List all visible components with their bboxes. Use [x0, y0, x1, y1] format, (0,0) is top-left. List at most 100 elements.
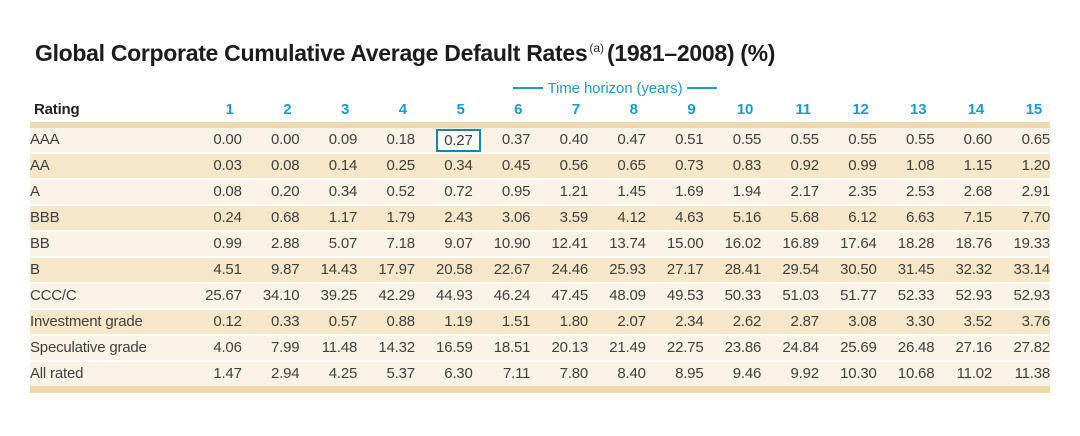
column-header-11: 11	[795, 101, 811, 118]
cell-investment-grade-y12: 3.08	[818, 308, 877, 334]
table-row-speculative-grade: Speculative grade 4.06 7.99 11.48 14.32 16.59…	[30, 334, 1050, 360]
column-header-4: 4	[398, 101, 407, 118]
cell-aaa-y11: 0.55	[761, 122, 819, 152]
cell-aaa-y10: 0.55	[703, 122, 761, 152]
cell-a-y9: 1.69	[645, 178, 704, 204]
cell-investment-grade-y14: 3.52	[934, 308, 992, 334]
cell-a-y1: 0.08	[184, 178, 242, 204]
cell-b-y6: 22.67	[472, 256, 531, 282]
cell-ccc-c-y3: 39.25	[299, 282, 357, 308]
cell-b-y10: 28.41	[703, 256, 761, 282]
cell-aaa-y3: 0.09	[299, 122, 357, 152]
cell-a-y14: 2.68	[934, 178, 992, 204]
cell-bb-y12: 17.64	[818, 230, 877, 256]
cell-b-y13: 31.45	[876, 256, 935, 282]
cell-bb-y3: 5.07	[299, 230, 357, 256]
cell-a-y2: 0.20	[241, 178, 300, 204]
cell-all-rated-y14: 11.02	[934, 360, 992, 393]
cell-investment-grade-y4: 0.88	[357, 308, 415, 334]
cell-aaa-y1: 0.00	[184, 122, 242, 152]
cell-all-rated-y13: 10.68	[876, 360, 935, 393]
cell-bbb-y9: 4.63	[645, 204, 704, 230]
cell-a-y4: 0.52	[357, 178, 415, 204]
cell-investment-grade-y6: 1.51	[472, 308, 531, 334]
column-header-5: 5	[456, 101, 465, 118]
table-body: AAA 0.00 0.00 0.09 0.18 0.27 0.37 0.40 0.47 0.51 0…	[30, 122, 1050, 393]
cell-a-y12: 2.35	[818, 178, 877, 204]
cell-b-y3: 14.43	[299, 256, 357, 282]
cell-all-rated-y7: 7.80	[530, 360, 588, 393]
cell-bb-y11: 16.89	[761, 230, 819, 256]
row-label-ccc-c: CCC/C	[30, 282, 184, 308]
cell-aa-y12: 0.99	[818, 152, 877, 178]
cell-ccc-c-y6: 46.24	[472, 282, 531, 308]
cell-bb-y7: 12.41	[530, 230, 588, 256]
cell-investment-grade-y1: 0.12	[184, 308, 242, 334]
cell-ccc-c-y9: 49.53	[645, 282, 704, 308]
highlight-box: 0.27	[436, 128, 481, 152]
cell-bbb-y3: 1.17	[299, 204, 357, 230]
column-header-6: 6	[514, 101, 523, 118]
cell-investment-grade-y5: 1.19	[414, 308, 473, 334]
cell-ccc-c-y7: 47.45	[530, 282, 588, 308]
cell-aa-y8: 0.65	[588, 152, 646, 178]
cell-speculative-grade-y11: 24.84	[761, 334, 819, 360]
cell-aa-y3: 0.14	[299, 152, 357, 178]
cell-speculative-grade-y13: 26.48	[876, 334, 935, 360]
cell-speculative-grade-y3: 11.48	[299, 334, 357, 360]
cell-ccc-c-y2: 34.10	[241, 282, 300, 308]
row-label-speculative-grade: Speculative grade	[30, 334, 184, 360]
column-header-7: 7	[571, 101, 581, 118]
cell-bb-y10: 16.02	[703, 230, 761, 256]
cell-a-y6: 0.95	[472, 178, 531, 204]
cell-investment-grade-y15: 3.76	[992, 308, 1050, 334]
title-suffix: (1981–2008) (%)	[607, 40, 776, 66]
cell-all-rated-y10: 9.46	[703, 360, 761, 393]
table-row-aa: AA 0.03 0.08 0.14 0.25 0.34 0.45 0.56 0.65 0.73 0.…	[30, 152, 1050, 178]
cell-bbb-y8: 4.12	[588, 204, 646, 230]
cell-aaa-y8: 0.47	[588, 122, 646, 152]
cell-b-y9: 27.17	[645, 256, 704, 282]
dash-line-right	[687, 86, 718, 89]
cell-a-y5: 0.72	[414, 178, 473, 204]
column-header-12: 12	[852, 101, 869, 118]
cell-b-y11: 29.54	[761, 256, 819, 282]
cell-b-y12: 30.50	[818, 256, 877, 282]
cell-bbb-y10: 5.16	[703, 204, 761, 230]
cell-aaa-y2: 0.00	[241, 122, 300, 152]
cell-speculative-grade-y6: 18.51	[472, 334, 531, 360]
cell-speculative-grade-y10: 23.86	[703, 334, 761, 360]
cell-all-rated-y1: 1.47	[184, 360, 242, 393]
title-text: Global Corporate Cumulative Average Defa…	[35, 40, 588, 66]
column-header-13: 13	[910, 101, 927, 118]
row-label-bb: BB	[30, 230, 184, 256]
cell-aaa-y7: 0.40	[530, 122, 588, 152]
cell-ccc-c-y13: 52.33	[876, 282, 935, 308]
cell-speculative-grade-y8: 21.49	[588, 334, 646, 360]
cell-b-y4: 17.97	[357, 256, 415, 282]
time-horizon-header: Time horizon (years)	[180, 80, 1050, 97]
page-title: Global Corporate Cumulative Average Defa…	[35, 40, 775, 67]
cell-all-rated-y4: 5.37	[357, 360, 415, 393]
cell-ccc-c-y11: 51.03	[761, 282, 819, 308]
cell-bbb-y5: 2.43	[414, 204, 473, 230]
cell-bb-y15: 19.33	[992, 230, 1050, 256]
cell-bb-y1: 0.99	[184, 230, 242, 256]
cell-b-y15: 33.14	[992, 256, 1050, 282]
cell-investment-grade-y13: 3.30	[876, 308, 935, 334]
default-rates-table: Rating 1 2 3 4 5 6 7 8 9 10 11 12 13 14 15 AAA 0.00 0.00…	[30, 99, 1050, 393]
cell-aa-y15: 1.20	[992, 152, 1050, 178]
cell-bb-y4: 7.18	[357, 230, 415, 256]
cell-all-rated-y2: 2.94	[241, 360, 300, 393]
cell-aaa-y15: 0.65	[992, 122, 1050, 152]
cell-b-y5: 20.58	[414, 256, 473, 282]
cell-bb-y6: 10.90	[472, 230, 531, 256]
column-header-8: 8	[629, 101, 638, 118]
cell-b-y14: 32.32	[934, 256, 992, 282]
cell-bb-y14: 18.76	[934, 230, 992, 256]
cell-bbb-y14: 7.15	[934, 204, 992, 230]
cell-investment-grade-y10: 2.62	[703, 308, 761, 334]
row-label-aaa: AAA	[30, 122, 184, 152]
row-label-all-rated: All rated	[30, 360, 184, 393]
cell-ccc-c-y4: 42.29	[357, 282, 415, 308]
